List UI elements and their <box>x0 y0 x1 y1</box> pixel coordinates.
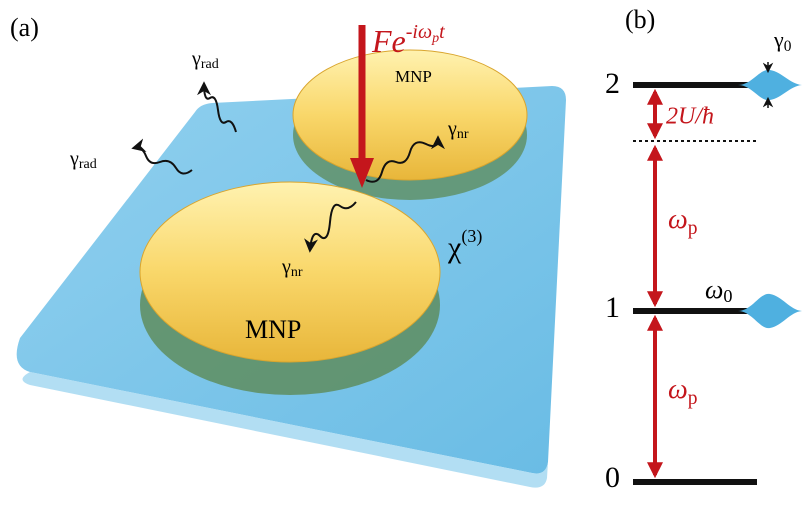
omega0-label: ω0 <box>705 275 732 306</box>
figure: (a) Fe-iωpt γrad γrad γnr γnr MNP MNP χ(… <box>0 0 803 513</box>
shift-label: 2U/ħ <box>666 104 714 130</box>
level-label: 2 <box>605 67 620 100</box>
mnp-label: MNP <box>245 315 301 344</box>
level-label: 0 <box>605 461 620 494</box>
mnp-label: MNP <box>395 67 432 86</box>
gamma-rad-label: γrad <box>191 48 219 73</box>
omega-p-label: ωp <box>668 204 698 238</box>
level-label: 1 <box>605 291 620 324</box>
panel-label: (b) <box>625 5 655 34</box>
panel-label: (a) <box>10 13 39 42</box>
omega-p-label: ωp <box>668 374 698 408</box>
gamma-rad-label: γrad <box>69 148 97 173</box>
linewidth <box>738 294 802 328</box>
linewidth <box>738 70 802 100</box>
gamma0-label: γ0 <box>773 27 792 54</box>
